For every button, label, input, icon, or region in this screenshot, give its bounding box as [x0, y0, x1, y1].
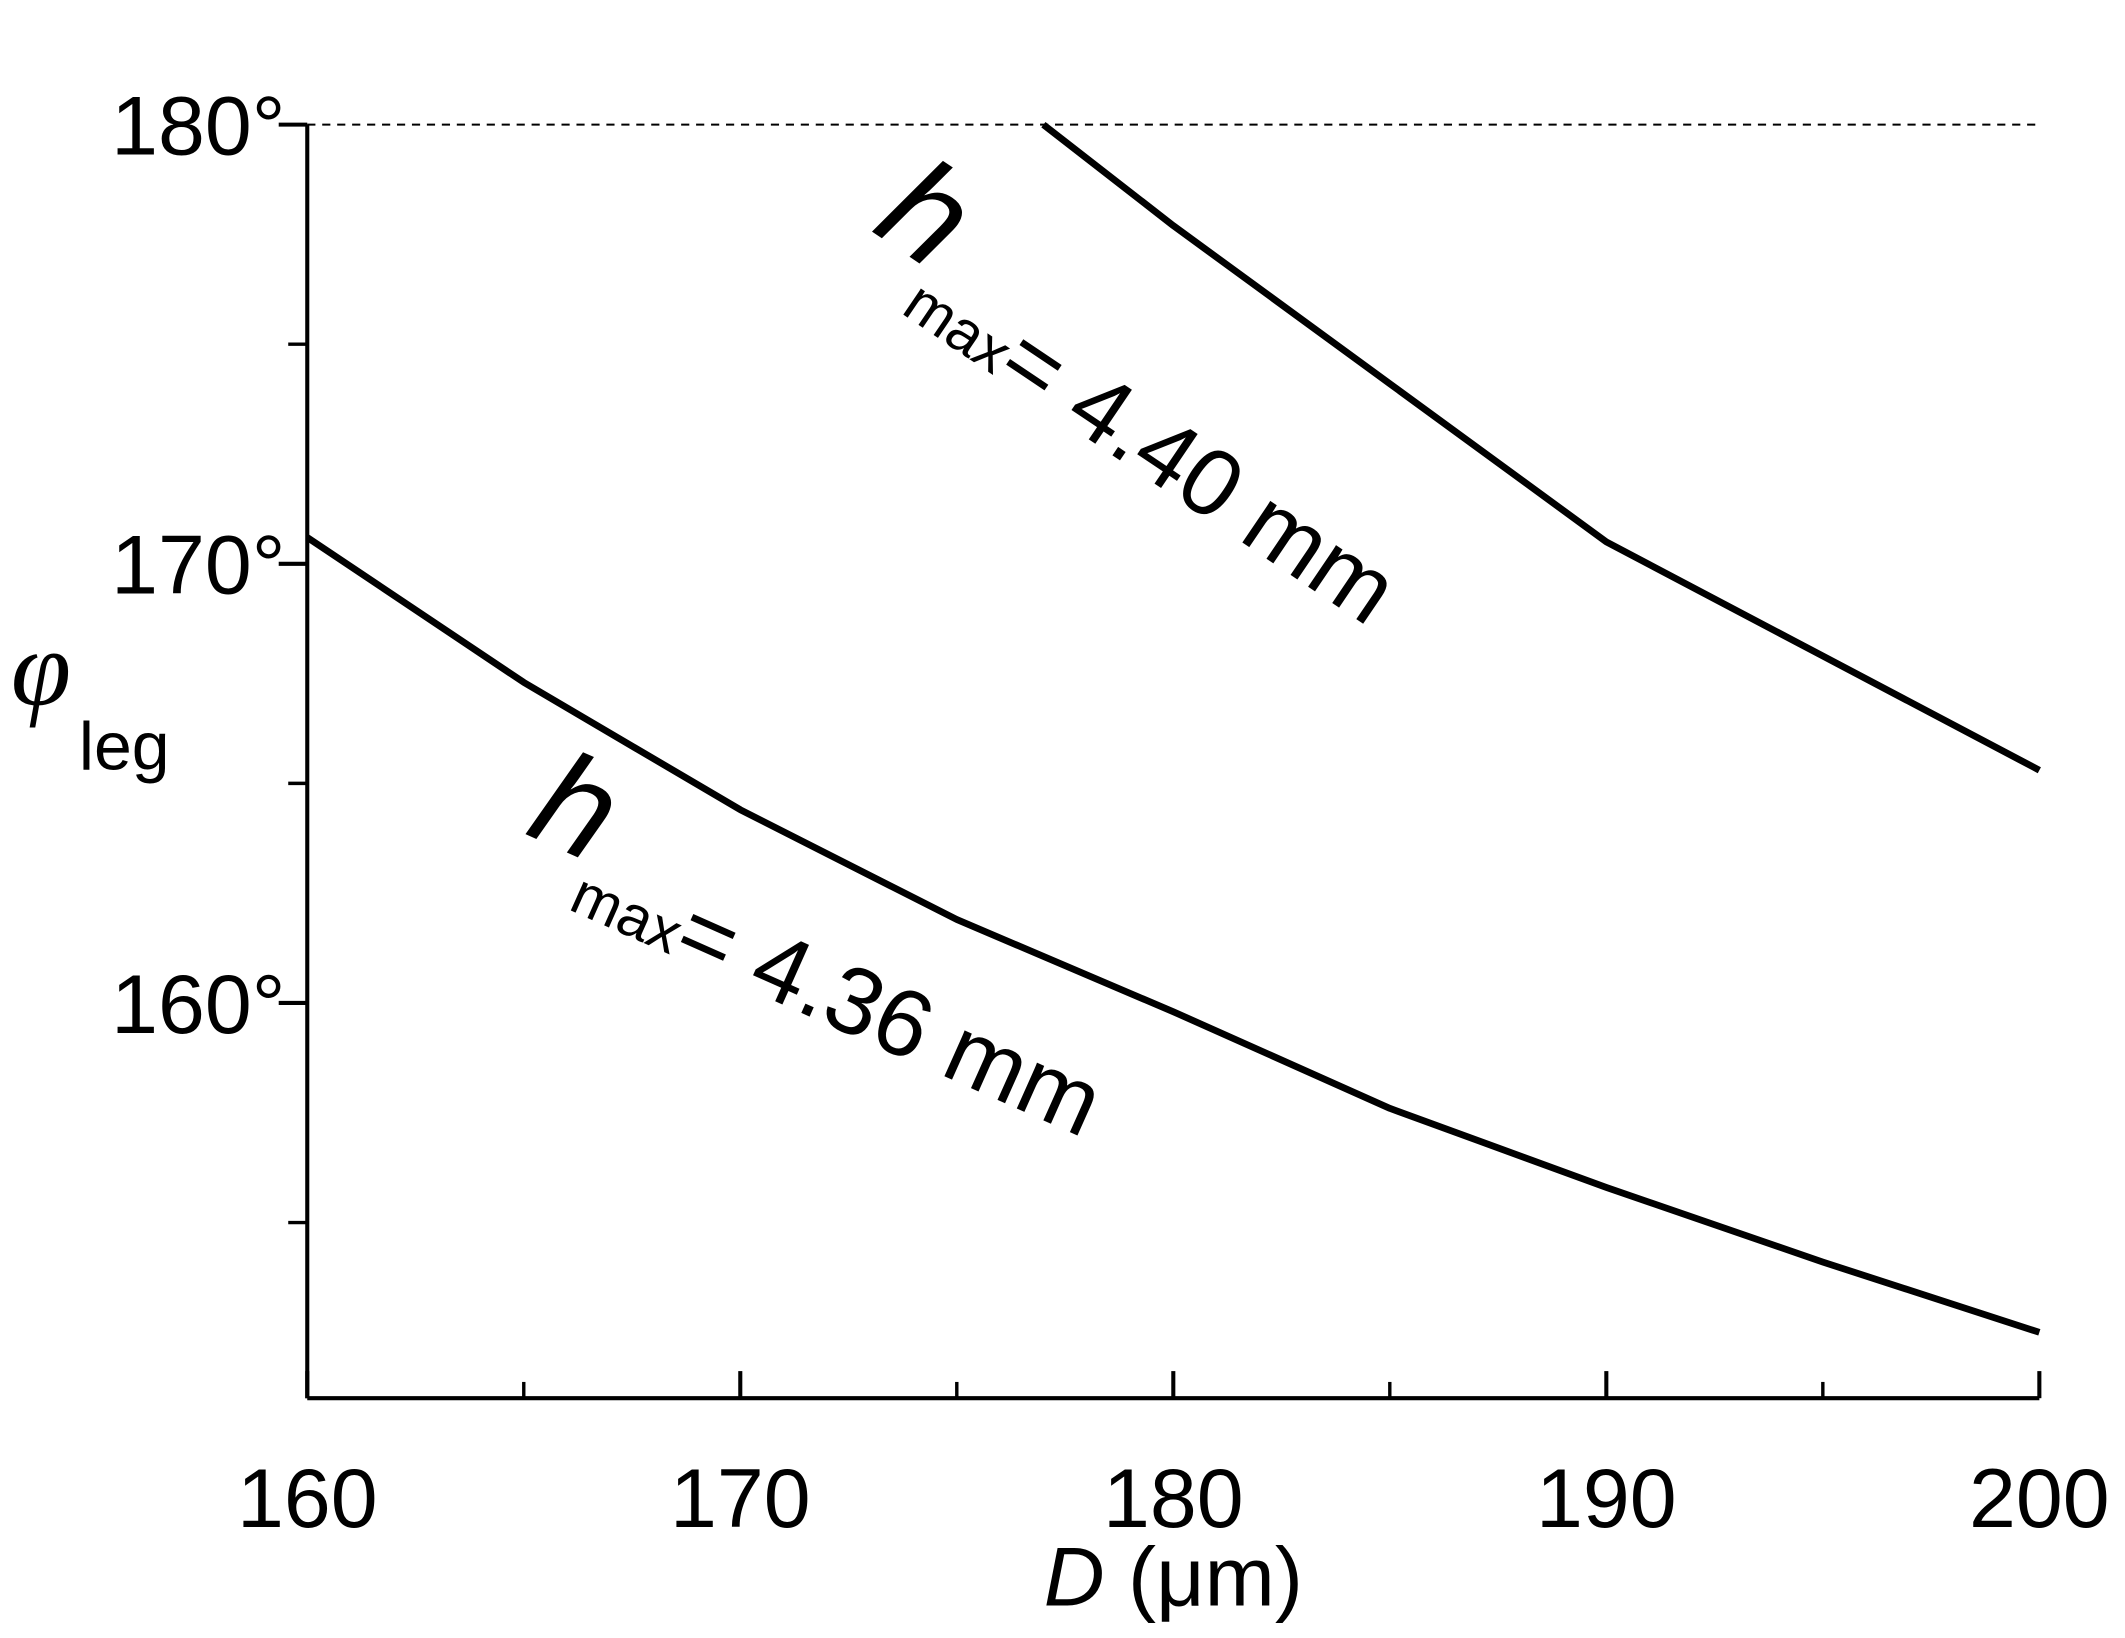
line-series: [1041, 121, 2041, 774]
y-label-symbol: φ: [11, 609, 71, 729]
y-tick-label: 180°: [111, 79, 285, 173]
x-tick-label: 170: [670, 1451, 811, 1545]
x-tick-label: 160: [237, 1451, 378, 1545]
line-series: [305, 534, 2041, 1336]
y-label-subscript: leg: [79, 710, 170, 785]
y-tick-label: 170°: [111, 518, 285, 612]
x-tick-label: 200: [1969, 1451, 2110, 1545]
annotation-symbol: h: [512, 721, 643, 890]
x-tick-label: 190: [1536, 1451, 1677, 1545]
annotation: h max = 4.36 mm: [512, 721, 1118, 1157]
x-tick-label: 180: [1103, 1451, 1244, 1545]
x-axis-label: D (μm): [1044, 1530, 1303, 1624]
x-label-unit: (μm): [1128, 1530, 1303, 1624]
x-label-symbol: D: [1044, 1530, 1105, 1624]
annotation-text: = 4.36 mm: [662, 877, 1118, 1157]
y-tick-label: 160°: [111, 957, 285, 1051]
